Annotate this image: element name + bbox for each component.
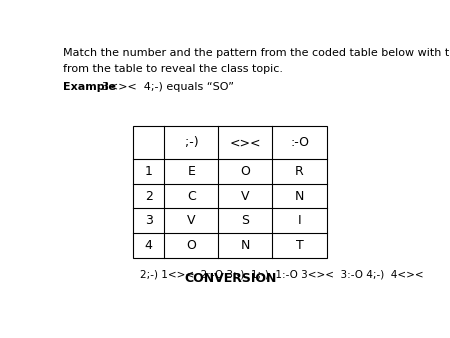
Text: N: N (295, 190, 304, 202)
Text: CONVERSION: CONVERSION (184, 272, 277, 285)
Text: I: I (298, 214, 302, 227)
Text: 4: 4 (145, 239, 153, 252)
Text: 2: 2 (145, 190, 153, 202)
Text: :-O: :-O (290, 136, 309, 149)
Text: from the table to reveal the class topic.: from the table to reveal the class topic… (63, 64, 283, 74)
Text: O: O (240, 165, 250, 178)
Text: Match the number and the pattern from the coded table below with the letters: Match the number and the pattern from th… (63, 48, 450, 58)
Text: ;-): ;-) (184, 136, 198, 149)
Text: R: R (295, 165, 304, 178)
Text: T: T (296, 239, 303, 252)
Text: <><: <>< (230, 136, 261, 149)
Text: Example: Example (63, 82, 116, 92)
Text: 3: 3 (145, 214, 153, 227)
Text: O: O (186, 239, 196, 252)
Text: 1: 1 (145, 165, 153, 178)
Text: N: N (241, 239, 250, 252)
Text: E: E (188, 165, 195, 178)
Text: S: S (242, 214, 249, 227)
Text: 2;-) 1<><  2:-O 3;-)  1;-)  1:-O 3<><  3:-O 4;-)  4<><: 2;-) 1<>< 2:-O 3;-) 1;-) 1:-O 3<>< 3:-O … (140, 270, 423, 280)
Text: 3<><  4;-) equals “SO”: 3<>< 4;-) equals “SO” (95, 82, 234, 92)
Text: V: V (187, 214, 196, 227)
Text: C: C (187, 190, 196, 202)
Text: V: V (241, 190, 250, 202)
